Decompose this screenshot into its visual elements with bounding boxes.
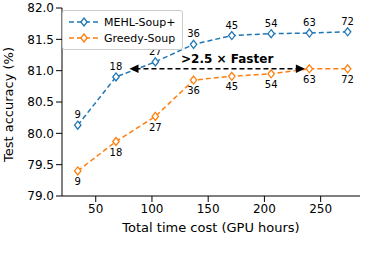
svg-text:18: 18 (110, 61, 123, 72)
svg-text:36: 36 (187, 28, 200, 39)
svg-text:81.5: 81.5 (27, 33, 54, 47)
svg-text:Test accuracy (%): Test accuracy (%) (8, 47, 16, 163)
svg-text:9: 9 (75, 176, 81, 187)
svg-text:79.5: 79.5 (27, 158, 54, 172)
svg-text:72: 72 (341, 74, 354, 85)
svg-text:45: 45 (225, 20, 238, 31)
svg-text:79.0: 79.0 (27, 189, 54, 203)
svg-text:>2.5 × Faster: >2.5 × Faster (181, 52, 273, 66)
svg-text:27: 27 (149, 46, 162, 57)
svg-text:54: 54 (265, 79, 278, 90)
svg-text:36: 36 (187, 85, 200, 96)
html-text:Greedy-Soup: Greedy-Soup (104, 31, 176, 45)
svg-text:50: 50 (88, 202, 103, 216)
svg-text:63: 63 (303, 17, 316, 28)
svg-text:63: 63 (303, 74, 316, 85)
svg-text:150: 150 (197, 202, 220, 216)
svg-text:100: 100 (141, 202, 164, 216)
svg-text:72: 72 (341, 16, 354, 27)
svg-text:54: 54 (265, 18, 278, 29)
svg-text:80.5: 80.5 (27, 95, 54, 109)
svg-text:81.0: 81.0 (27, 64, 54, 78)
svg-text:200: 200 (253, 202, 276, 216)
svg-text:27: 27 (149, 122, 162, 133)
svg-text:250: 250 (309, 202, 332, 216)
svg-text:Total time cost (GPU hours): Total time cost (GPU hours) (121, 220, 299, 235)
svg-text:9: 9 (75, 109, 81, 120)
svg-text:45: 45 (225, 81, 238, 92)
svg-text:82.0: 82.0 (27, 1, 54, 15)
html-text:MEHL-Soup+: MEHL-Soup+ (104, 15, 176, 29)
svg-text:80.0: 80.0 (27, 127, 54, 141)
svg-text:18: 18 (110, 147, 123, 158)
